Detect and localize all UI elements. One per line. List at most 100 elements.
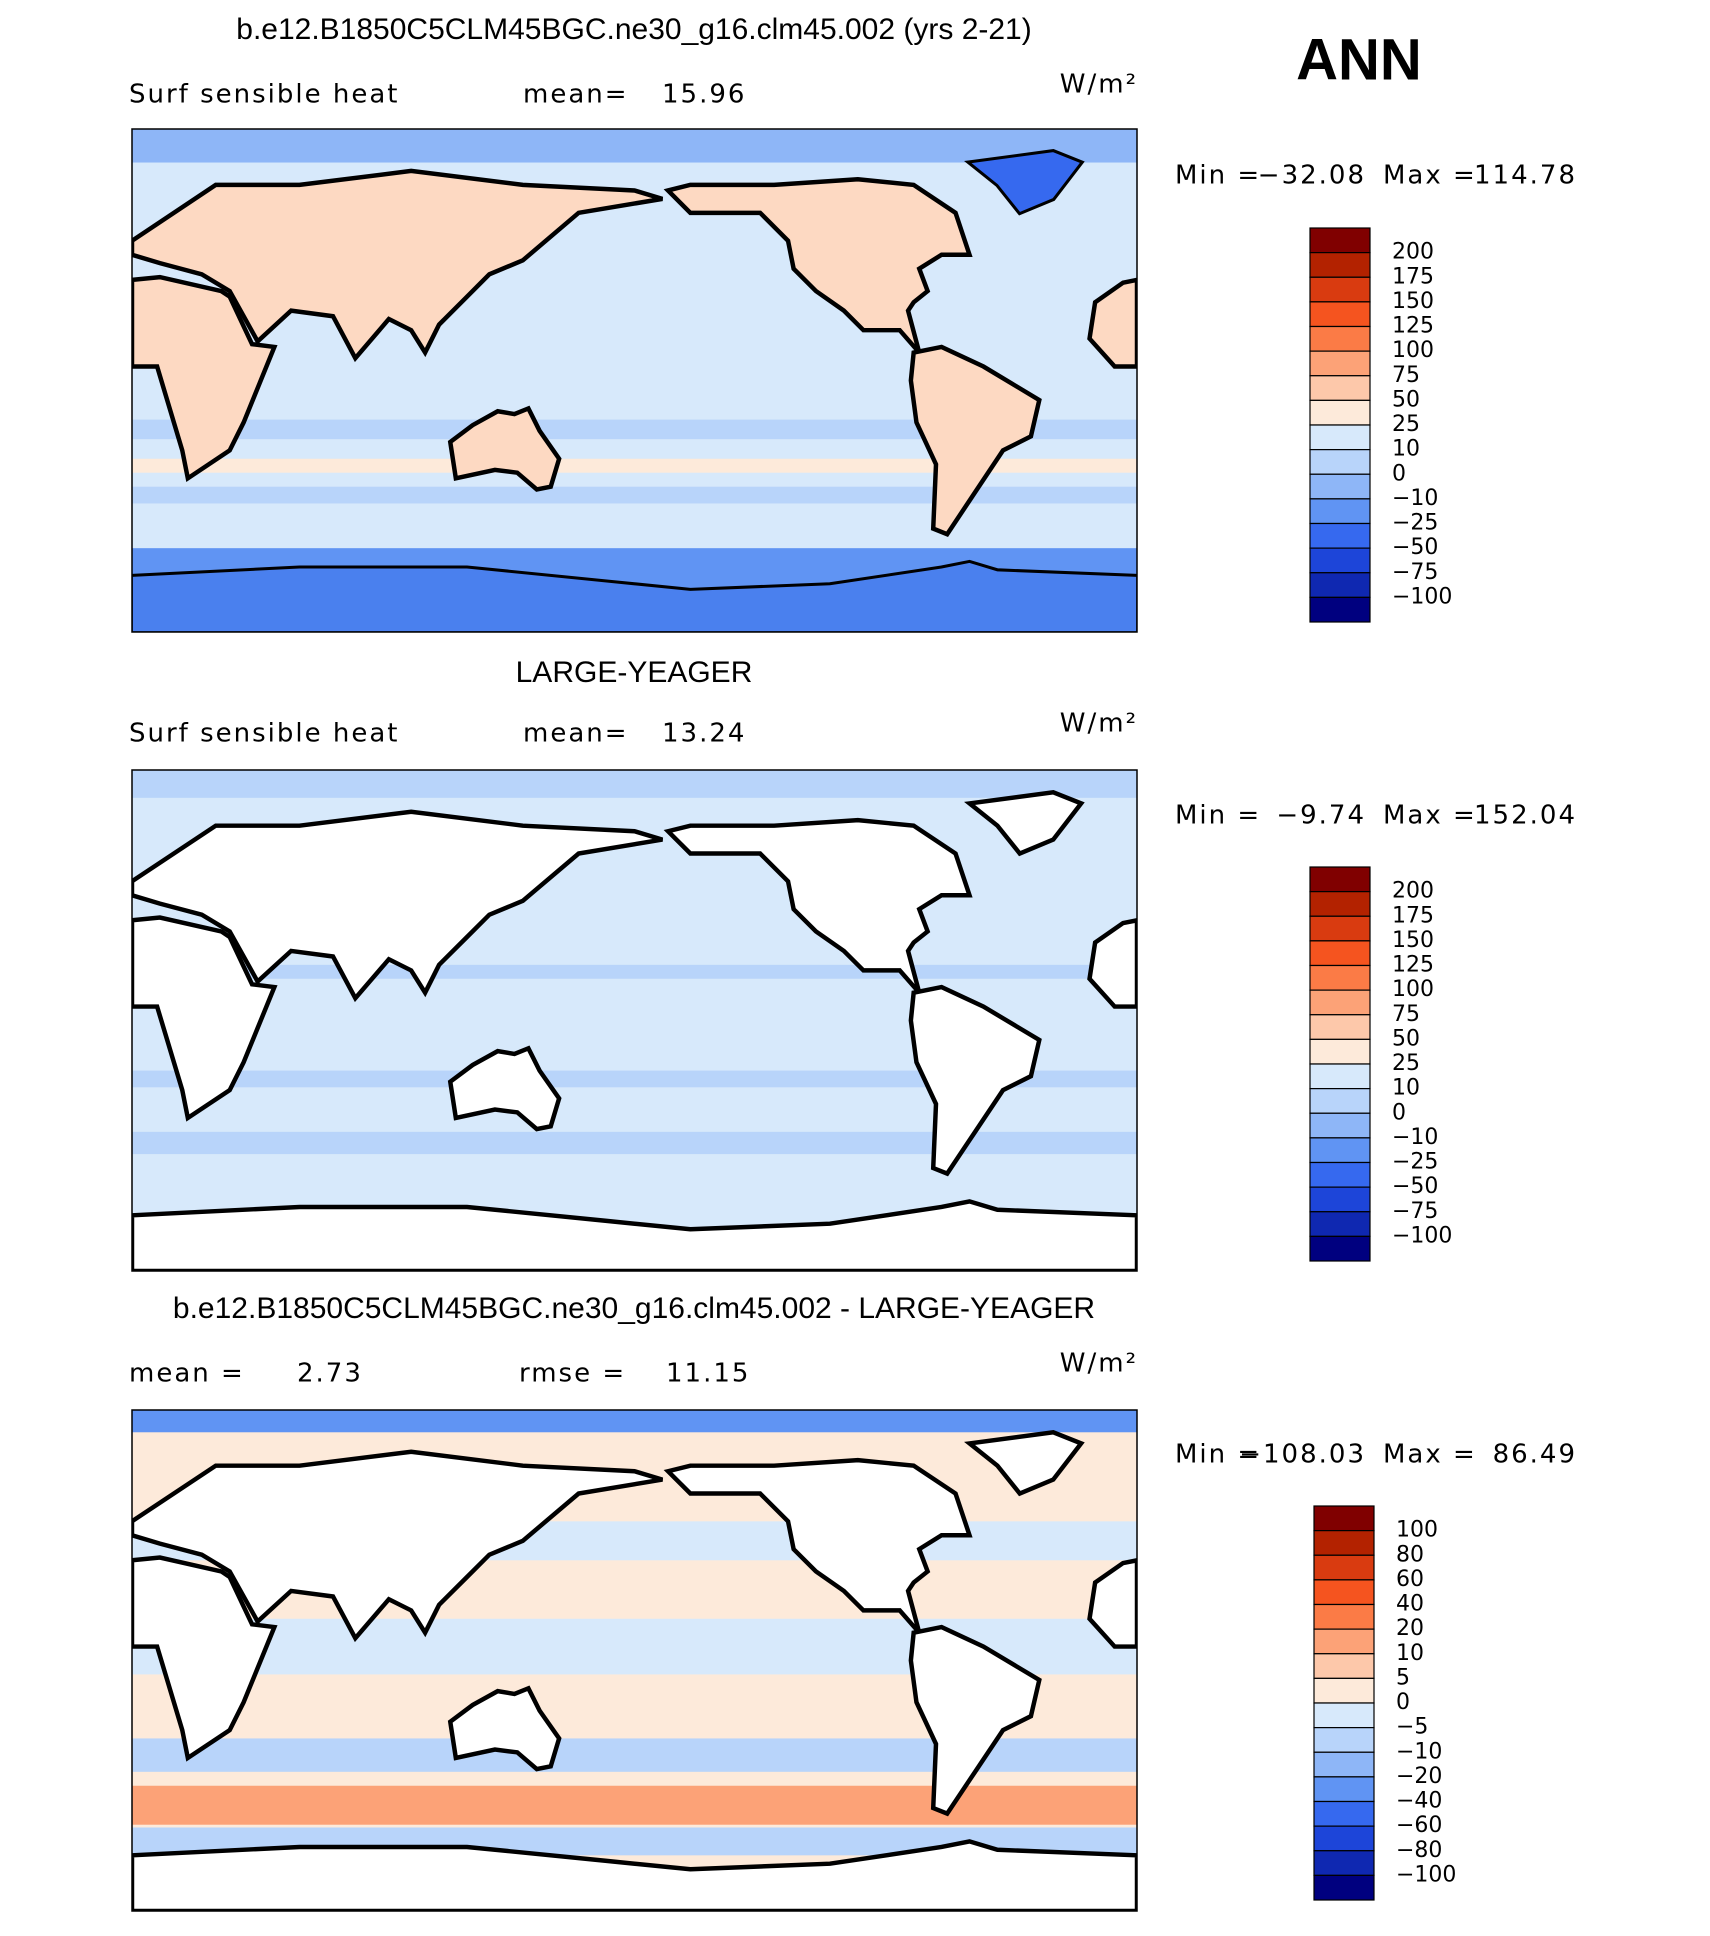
- colorbar-box: [1309, 915, 1371, 942]
- colorbar-box: [1309, 424, 1371, 451]
- colorbar-box: [1309, 522, 1371, 549]
- colorbar-box: [1313, 1530, 1375, 1556]
- colorbar-label: −75: [1392, 560, 1438, 585]
- map: [132, 770, 1137, 1271]
- colorbar-label: 100: [1392, 338, 1434, 363]
- colorbar-box: [1309, 1088, 1371, 1114]
- colorbar-label: 5: [1396, 1665, 1410, 1690]
- colorbar-box: [1309, 375, 1371, 401]
- min-label: Min =: [1175, 801, 1261, 831]
- colorbar-box: [1309, 301, 1371, 328]
- colorbar-box: [1309, 1063, 1371, 1090]
- stat-label: rmse =: [519, 1359, 626, 1389]
- colorbar-box: [1309, 866, 1371, 893]
- units: W/m²: [1060, 709, 1138, 739]
- colorbar-box: [1309, 964, 1371, 991]
- min-value: −108.03: [1239, 1440, 1366, 1470]
- colorbar-label: 40: [1396, 1592, 1424, 1617]
- units: W/m²: [1060, 1349, 1138, 1379]
- colorbar-label: 80: [1396, 1542, 1424, 1567]
- panel-title: LARGE-YEAGER: [516, 656, 753, 689]
- colorbar-box: [1309, 891, 1371, 917]
- colorbar-label: −20: [1396, 1764, 1442, 1789]
- stat-value: 15.96: [662, 80, 746, 110]
- stat-value: 2.73: [297, 1359, 363, 1389]
- max-label: Max =: [1383, 1440, 1477, 1470]
- panel-title: b.e12.B1850C5CLM45BGC.ne30_g16.clm45.002…: [236, 13, 1031, 46]
- colorbar-box: [1313, 1776, 1375, 1803]
- colorbar-box: [1309, 498, 1371, 525]
- colorbar-label: 150: [1392, 289, 1434, 314]
- colorbar-box: [1313, 1751, 1375, 1778]
- colorbar-box: [1313, 1677, 1375, 1704]
- map-frame: [131, 128, 1138, 633]
- colorbar-label: 100: [1396, 1518, 1438, 1543]
- colorbar-box: [1313, 1554, 1375, 1581]
- colorbar-box: [1313, 1628, 1375, 1655]
- colorbar-box: [1309, 1186, 1371, 1213]
- colorbar-box: [1309, 989, 1371, 1016]
- colorbar-label: −40: [1396, 1789, 1442, 1814]
- colorbar-label: 20: [1396, 1616, 1424, 1641]
- colorbar-box: [1313, 1800, 1375, 1827]
- colorbar-label: 0: [1396, 1690, 1410, 1715]
- colorbar-label: −50: [1392, 1174, 1438, 1199]
- colorbar-label: −100: [1392, 584, 1452, 609]
- map: [132, 1410, 1137, 1911]
- colorbar-box: [1309, 227, 1371, 254]
- season: ANN: [1296, 27, 1422, 92]
- colorbar-label: 50: [1392, 1026, 1420, 1051]
- min-value: −9.74: [1276, 801, 1366, 831]
- colorbar-label: 50: [1392, 387, 1420, 412]
- field-name: Surf sensible heat: [129, 80, 399, 110]
- stat-label: mean =: [129, 1359, 245, 1389]
- colorbar-label: 75: [1392, 363, 1420, 388]
- colorbar-box: [1309, 350, 1371, 377]
- colorbar-label: 200: [1392, 879, 1434, 904]
- colorbar-box: [1309, 399, 1371, 426]
- colorbar-box: [1309, 449, 1371, 475]
- max-value: 114.78: [1474, 161, 1577, 191]
- map-frame: [131, 1409, 1138, 1912]
- colorbar-label: −25: [1392, 1150, 1438, 1175]
- colorbar-label: −10: [1396, 1739, 1442, 1764]
- colorbar-box: [1309, 1112, 1371, 1139]
- colorbar-label: 125: [1392, 314, 1434, 339]
- colorbar-box: [1309, 596, 1371, 623]
- max-label: Max =: [1383, 801, 1477, 831]
- stat-label: mean=: [523, 80, 629, 110]
- colorbar-box: [1313, 1727, 1375, 1753]
- colorbar-label: 200: [1392, 240, 1434, 265]
- colorbar-label: −5: [1396, 1715, 1428, 1740]
- units: W/m²: [1060, 70, 1138, 100]
- colorbar-box: [1309, 572, 1371, 598]
- colorbar-label: 0: [1392, 461, 1406, 486]
- colorbar-label: 150: [1392, 928, 1434, 953]
- colorbar-box: [1313, 1653, 1375, 1679]
- max-label: Max =: [1383, 161, 1477, 191]
- min-label: Min =: [1175, 161, 1261, 191]
- colorbar-box: [1309, 1137, 1371, 1164]
- colorbar-box: [1313, 1579, 1375, 1606]
- colorbar-label: −10: [1392, 1125, 1438, 1150]
- colorbar-box: [1313, 1505, 1375, 1532]
- colorbar-box: [1313, 1874, 1375, 1901]
- panel-title: b.e12.B1850C5CLM45BGC.ne30_g16.clm45.002…: [173, 1292, 1095, 1325]
- colorbar-label: −100: [1396, 1862, 1456, 1887]
- max-value: 86.49: [1493, 1440, 1577, 1470]
- colorbar-label: 25: [1392, 1051, 1420, 1076]
- colorbar-label: 10: [1396, 1641, 1424, 1666]
- min-value: −32.08: [1258, 161, 1366, 191]
- colorbar-label: −75: [1392, 1199, 1438, 1224]
- colorbar-label: 175: [1392, 264, 1434, 289]
- colorbar-label: −10: [1392, 486, 1438, 511]
- colorbar-box: [1313, 1702, 1375, 1729]
- stat-value: 11.15: [666, 1359, 750, 1389]
- colorbar-box: [1309, 1235, 1371, 1262]
- colorbar-label: −25: [1392, 511, 1438, 536]
- colorbar-box: [1309, 252, 1371, 278]
- max-value: 152.04: [1474, 801, 1577, 831]
- colorbar-label: 175: [1392, 903, 1434, 928]
- colorbar-box: [1309, 547, 1371, 574]
